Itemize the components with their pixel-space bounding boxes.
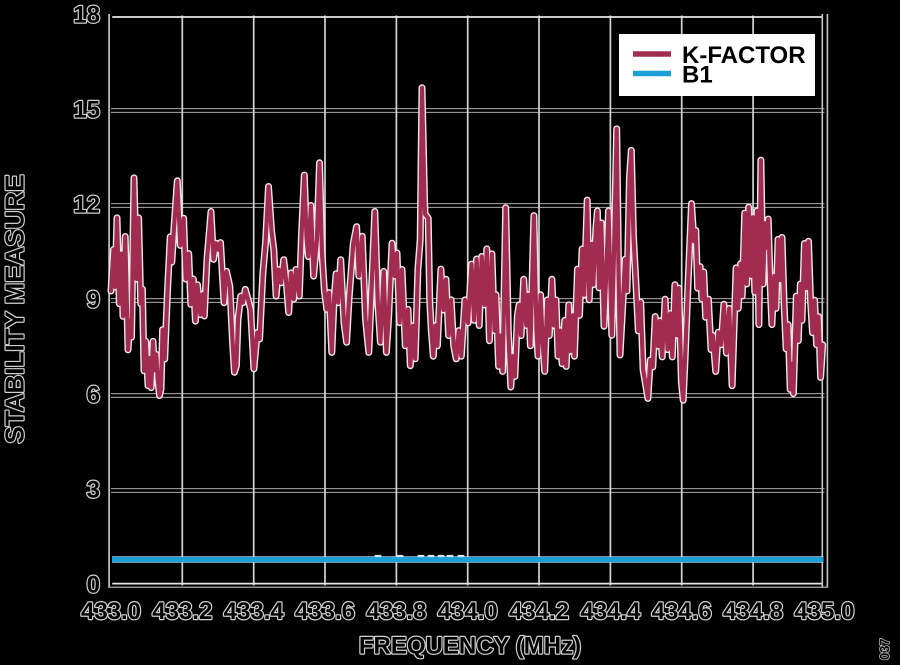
svg-text:433.0: 433.0 [81,598,141,625]
svg-text:434.4: 434.4 [580,598,641,625]
svg-text:3: 3 [87,476,100,503]
svg-text:434.6: 434.6 [652,598,712,625]
svg-text:433.4: 433.4 [224,598,285,625]
svg-text:434.0: 434.0 [438,598,498,625]
svg-text:STABILITY MEASURE: STABILITY MEASURE [0,174,30,443]
svg-text:12: 12 [73,191,100,218]
svg-text:435.0: 435.0 [794,598,854,625]
svg-text:0: 0 [87,571,100,598]
svg-text:18: 18 [73,1,100,28]
svg-text:FREQUENCY (MHz): FREQUENCY (MHz) [359,633,581,660]
svg-text:434.2: 434.2 [509,598,569,625]
svg-text:433.6: 433.6 [295,598,355,625]
svg-text:433.2: 433.2 [152,598,212,625]
svg-text:6: 6 [87,381,100,408]
svg-text:K-FACTOR: K-FACTOR [682,42,806,69]
svg-text:15: 15 [73,96,100,123]
svg-text:433.8: 433.8 [366,598,426,625]
svg-text:434.8: 434.8 [723,598,783,625]
svg-text:B1: B1 [682,62,713,89]
svg-text:9: 9 [87,286,100,313]
svg-text:037: 037 [877,638,892,660]
